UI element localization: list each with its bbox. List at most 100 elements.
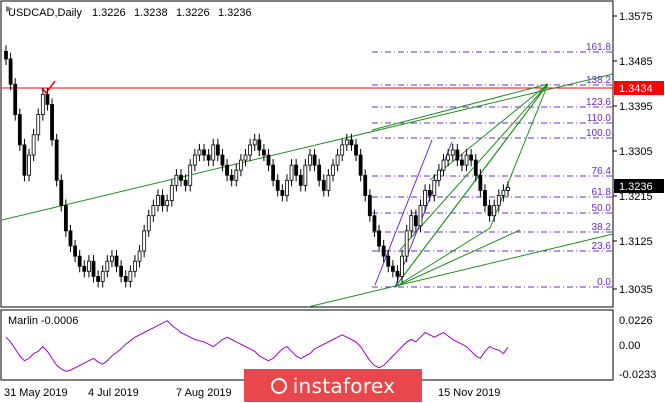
candle-body bbox=[349, 139, 354, 146]
check-mark-icon bbox=[41, 80, 56, 95]
fibo-level-label: 100.0 bbox=[586, 128, 611, 139]
candle-body bbox=[82, 265, 87, 272]
candle-body bbox=[59, 179, 64, 206]
candle-body bbox=[137, 250, 142, 262]
candle-body bbox=[506, 186, 510, 191]
close-value: 1.3236 bbox=[218, 7, 252, 19]
candle-body bbox=[446, 154, 451, 161]
candle-body bbox=[17, 114, 22, 146]
fibo-level-label: 61.8 bbox=[592, 187, 612, 198]
candle-body bbox=[432, 179, 437, 196]
candle-body bbox=[215, 144, 220, 156]
indicator-tick: 0.00 bbox=[619, 340, 640, 352]
purple-channel-line[interactable] bbox=[374, 139, 433, 286]
candle-body bbox=[275, 179, 280, 191]
candle-body bbox=[478, 174, 483, 191]
high-value: 1.3238 bbox=[134, 7, 168, 19]
candle-body bbox=[234, 169, 239, 181]
candle-body bbox=[483, 190, 487, 206]
candle-body bbox=[344, 139, 349, 146]
candle-body bbox=[114, 255, 119, 267]
candle-body bbox=[206, 154, 211, 161]
candle-body bbox=[455, 149, 460, 161]
candle-body bbox=[73, 245, 77, 257]
candle-body bbox=[413, 215, 418, 227]
red-level-label: 1.3434 bbox=[619, 83, 653, 95]
candle-body bbox=[77, 255, 82, 267]
low-value: 1.3226 bbox=[176, 7, 210, 19]
candle-body bbox=[151, 205, 156, 217]
time-tick: 4 Jul 2019 bbox=[88, 387, 139, 399]
candle-body bbox=[123, 275, 128, 282]
candle-body bbox=[294, 164, 299, 176]
price-tick: 1.3395 bbox=[619, 101, 653, 113]
candle-body bbox=[45, 93, 50, 105]
candle-body bbox=[211, 144, 216, 161]
candle-body bbox=[285, 179, 289, 196]
candle-body bbox=[63, 205, 68, 232]
candle-body bbox=[96, 275, 101, 282]
candle-body bbox=[358, 154, 363, 176]
candle-body bbox=[225, 164, 229, 176]
candle-body bbox=[27, 154, 31, 176]
candle-body bbox=[128, 270, 133, 282]
candle-body bbox=[271, 164, 276, 181]
candle-body bbox=[303, 164, 308, 186]
watermark-banner: instaforex bbox=[244, 369, 422, 402]
current-price-label: 1.3236 bbox=[619, 181, 653, 193]
candle-body bbox=[441, 159, 446, 171]
candle-body bbox=[400, 255, 404, 277]
candle-body bbox=[492, 205, 497, 217]
candle-body bbox=[496, 195, 501, 206]
candle-body bbox=[464, 154, 469, 166]
fibo-level-label: 50.0 bbox=[592, 203, 612, 214]
candle-body bbox=[308, 154, 312, 166]
indicator-tick: -0.0233 bbox=[619, 369, 656, 381]
candle-body bbox=[386, 255, 391, 267]
candle-body bbox=[427, 190, 432, 196]
time-tick: 7 Aug 2019 bbox=[176, 387, 232, 399]
candle-body bbox=[248, 144, 252, 156]
fan-line[interactable] bbox=[394, 227, 491, 288]
lower-trendline[interactable] bbox=[307, 233, 614, 308]
candle-body bbox=[335, 154, 340, 166]
collapse-triangle-icon[interactable] bbox=[6, 6, 13, 12]
price-tick: 1.3125 bbox=[619, 236, 653, 248]
upper-trendline[interactable] bbox=[1, 73, 614, 221]
candle-body bbox=[331, 164, 335, 176]
fan-line[interactable] bbox=[429, 83, 549, 181]
candle-body bbox=[110, 255, 114, 262]
candle-body bbox=[317, 164, 322, 181]
candle-body bbox=[13, 83, 18, 115]
fibo-level-label: 138.2 bbox=[586, 75, 611, 86]
fibo-level-label: 123.6 bbox=[586, 97, 611, 108]
candle-body bbox=[312, 154, 317, 166]
candle-body bbox=[473, 159, 478, 176]
candle-body bbox=[257, 139, 262, 151]
candle-body bbox=[372, 215, 377, 232]
candle-body bbox=[105, 260, 110, 272]
candle-body bbox=[280, 190, 285, 196]
marlin-line bbox=[5, 320, 509, 372]
price-tick: 1.3485 bbox=[619, 56, 653, 68]
candle-body bbox=[179, 174, 183, 181]
indicator-tick: 0.0226 bbox=[619, 315, 653, 327]
candle-body bbox=[381, 245, 386, 257]
fibo-level-label: 23.6 bbox=[592, 241, 612, 252]
candle-body bbox=[423, 190, 428, 206]
candle-body bbox=[390, 265, 395, 272]
fan-line[interactable] bbox=[394, 229, 521, 288]
fan-line[interactable] bbox=[394, 83, 549, 288]
candle-body bbox=[229, 174, 234, 181]
fan-line[interactable] bbox=[371, 83, 549, 131]
candle-body bbox=[321, 179, 326, 191]
price-tick: 1.3035 bbox=[619, 284, 653, 296]
candle-body bbox=[31, 134, 36, 156]
price-tick: 1.3305 bbox=[619, 146, 653, 158]
candle-body bbox=[188, 164, 193, 186]
price-tick: 1.3215 bbox=[619, 191, 653, 203]
watermark-text: instaforex bbox=[292, 373, 396, 398]
candle-body bbox=[100, 270, 105, 282]
fibo-level-label: 76.4 bbox=[592, 166, 612, 177]
